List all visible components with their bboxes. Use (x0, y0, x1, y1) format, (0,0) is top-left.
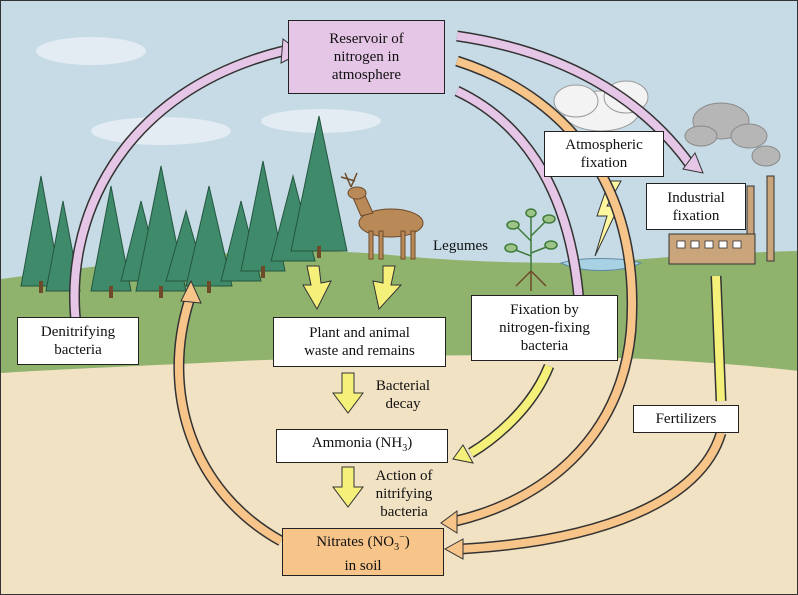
block-arrows (302, 265, 403, 508)
ammonia-subscript: 3 (402, 443, 408, 454)
nitrates-line1: Nitrates (NO3−) (316, 529, 410, 557)
arrowhead (682, 151, 704, 174)
arrowhead (180, 279, 202, 304)
industrial-fixation-line: fixation (672, 207, 720, 224)
arrow-fixation-to-ammonia (468, 364, 553, 457)
nitrification-line: Action of (375, 468, 433, 484)
arrow-to-fixation-bacteria (455, 87, 583, 302)
denitrifying-bacteria-box: Denitrifying bacteria (17, 317, 139, 365)
reservoir-line: atmosphere (331, 67, 402, 83)
nitrates-superscript: − (399, 532, 405, 543)
tree-trunks (39, 246, 321, 298)
sky-cloud (91, 117, 231, 145)
plant-waste-line: Plant and animal (309, 325, 410, 341)
yellow-arrows (468, 275, 727, 458)
plant-animal-waste-box: Plant and animal waste and remains (273, 317, 446, 367)
denitrifying-line: Denitrifying (40, 324, 116, 340)
fixation-bacteria-box: Fixation by nitrogen-fixing bacteria (471, 295, 618, 361)
legumes-text: Legumes (433, 238, 488, 254)
arrow-atmospheric-to-nitrates (455, 57, 636, 525)
fixation-bacteria-line: bacteria (520, 338, 569, 354)
deer-icon (340, 172, 424, 260)
arrow-to-industrial (456, 32, 695, 169)
nitrification-line: bacteria (380, 504, 428, 520)
fertilizers-box: Fertilizers (633, 405, 739, 433)
fixation-bacteria-line: Fixation by (510, 302, 579, 318)
nitrification-label: Action of nitrifying bacteria (359, 467, 449, 521)
nitrates-subscript: 3 (394, 542, 400, 553)
orange-arrows (173, 299, 727, 555)
fertilizers-label: Fertilizers (655, 411, 717, 427)
atmospheric-fixation-box: Atmospheric fixation (544, 131, 664, 177)
reservoir-line: nitrogen in (333, 49, 400, 65)
denitrifying-line: bacteria (54, 342, 102, 358)
ammonia-box: Ammonia (NH3) (276, 429, 448, 463)
legume-plant-icon (504, 208, 558, 291)
fixation-bacteria-line: nitrogen-fixing (499, 320, 590, 336)
pink-arrows (69, 30, 696, 527)
arrowhead (440, 510, 458, 534)
bacterial-decay-label: Bacterial decay (363, 377, 443, 413)
atmospheric-fixation-line: fixation (580, 155, 628, 171)
arrowhead (452, 444, 474, 464)
industrial-fixation-box: Industrial fixation (646, 183, 746, 230)
ammonia-label: Ammonia (NH3) (312, 434, 412, 458)
lightning-icon (594, 180, 622, 257)
industrial-fixation-line: Industrial (667, 189, 725, 206)
sky-cloud (36, 37, 146, 65)
reservoir-line: Reservoir of (329, 31, 404, 47)
factory-icon (668, 175, 775, 265)
reservoir-box: Reservoir of nitrogen in atmosphere (288, 20, 445, 94)
smoke-icon (684, 102, 781, 167)
nitrates-box: Nitrates (NO3−) in soil (282, 528, 444, 576)
plant-waste-line: waste and remains (304, 343, 415, 359)
arrowhead (443, 538, 464, 560)
ammonia-close-paren: ) (407, 435, 413, 451)
sky-cloud (261, 109, 381, 133)
arrow-industrial-to-fertilizers (712, 275, 725, 402)
nitrates-close-paren: ) (404, 534, 410, 550)
bacterial-decay-line: Bacterial (375, 378, 431, 394)
nitrates-text: Nitrates (NO (316, 534, 395, 550)
pond (559, 258, 643, 271)
bacterial-decay-line: decay (385, 396, 421, 412)
atmospheric-fixation-line: Atmospheric (565, 137, 643, 153)
nitrates-line2: in soil (344, 558, 382, 574)
ammonia-text: Ammonia (NH (311, 435, 403, 451)
legumes-label: Legumes (433, 237, 513, 255)
nitrification-line: nitrifying (375, 486, 433, 502)
